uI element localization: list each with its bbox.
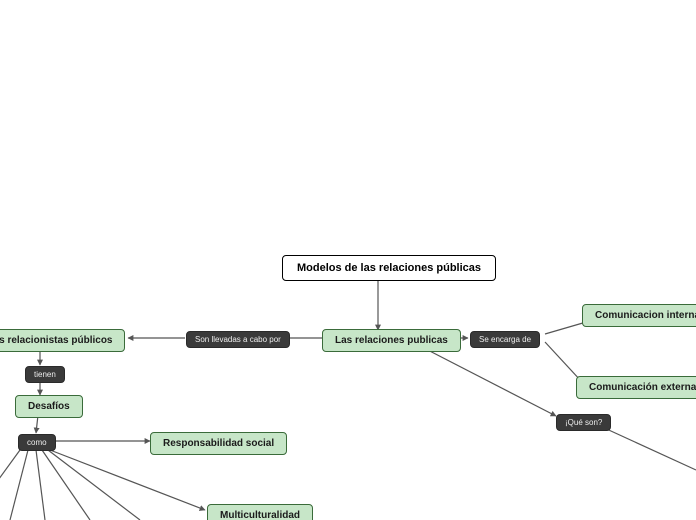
node-desafios[interactable]: Desafíos [15,395,83,418]
node-responsabilidad-social[interactable]: Responsabilidad social [150,432,287,455]
node-multiculturalidad[interactable]: Multiculturalidad [207,504,313,520]
link-como: como [18,434,56,451]
link-son-llevadas: Son llevadas a cabo por [186,331,290,348]
node-relaciones-publicas[interactable]: Las relaciones publicas [322,329,461,352]
node-comunicacion-interna[interactable]: Comunicacion interna [582,304,696,327]
link-tienen: tienen [25,366,65,383]
node-relacionistas-publicos[interactable]: os relacionistas públicos [0,329,125,352]
node-title: Modelos de las relaciones públicas [282,255,496,281]
node-comunicacion-externa[interactable]: Comunicación externa [576,376,696,399]
link-se-encarga-de: Se encarga de [470,331,540,348]
link-que-son: ¡Qué son? [556,414,611,431]
diagram-canvas: Modelos de las relaciones públicas Las r… [0,0,696,520]
